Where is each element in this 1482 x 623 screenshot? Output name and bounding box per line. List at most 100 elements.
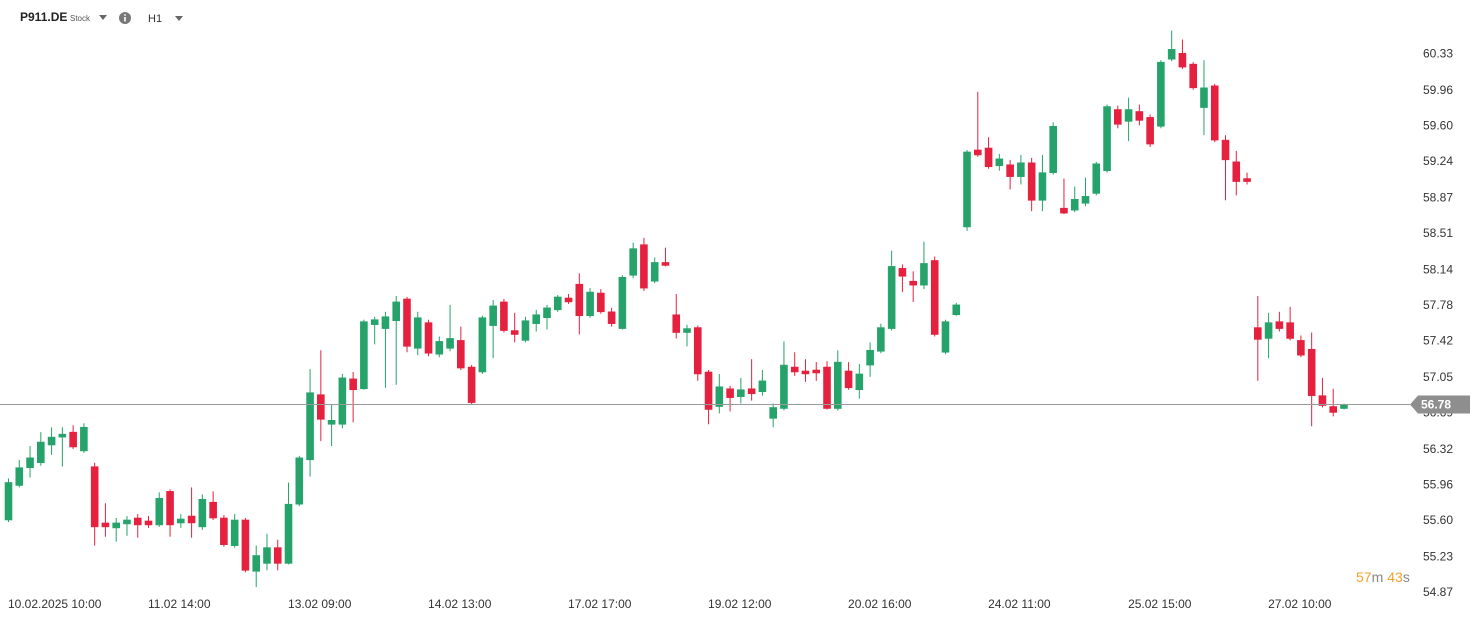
candle-body (144, 520, 153, 526)
candle-body (230, 519, 239, 546)
candle-body (1221, 139, 1230, 161)
candle-body (1318, 395, 1327, 406)
candle-body (564, 297, 573, 303)
last-price-box (1410, 395, 1470, 414)
candle-body (1189, 63, 1197, 89)
candle-body (273, 547, 282, 564)
candle-body (295, 457, 304, 505)
candle-body (887, 266, 896, 329)
candle-body (123, 519, 131, 525)
info-icon-stem (124, 17, 126, 22)
y-tick-label: 55.23 (1423, 550, 1453, 564)
candle-body (155, 497, 164, 526)
x-tick-label: 24.02 11:00 (988, 597, 1051, 611)
candle-body (586, 291, 594, 317)
candle-body (133, 517, 142, 526)
candle-body (1070, 199, 1079, 211)
candle-body (500, 301, 508, 331)
symbol-dropdown[interactable] (99, 15, 107, 20)
candle-body (941, 321, 950, 353)
candle-body (1146, 117, 1154, 145)
candle-body (1006, 164, 1014, 177)
countdown-seconds-unit: s (1403, 569, 1410, 585)
y-tick-label: 58.51 (1423, 226, 1453, 240)
countdown-minutes: 57 (1356, 569, 1372, 585)
y-tick-label: 54.87 (1423, 585, 1453, 599)
x-tick-label: 25.02 15:00 (1128, 597, 1192, 611)
candle-body (306, 392, 314, 461)
y-tick-label: 57.05 (1423, 370, 1453, 384)
candle-body (661, 262, 670, 266)
candle-body (510, 330, 519, 335)
candle-body (737, 389, 745, 397)
candle-body (392, 301, 401, 321)
candle-body (1297, 340, 1305, 356)
y-tick-label: 57.78 (1423, 298, 1453, 312)
candle-body (866, 349, 874, 366)
candle-body (1017, 162, 1025, 177)
candle-body (640, 244, 648, 289)
candle-body (952, 304, 961, 316)
candle-body (855, 373, 864, 391)
candle-body (833, 361, 842, 409)
candle-body (1232, 161, 1241, 182)
candle-body (1178, 52, 1187, 68)
candle-body (769, 407, 777, 419)
candle-body (963, 151, 971, 228)
candle-body (284, 503, 293, 564)
y-tick-label: 55.96 (1423, 478, 1453, 492)
candle-body (457, 340, 465, 369)
candle-body (973, 149, 982, 156)
candle-body (446, 338, 454, 349)
candle-body (90, 466, 99, 528)
y-tick-label: 58.14 (1423, 263, 1453, 277)
candle-body (1307, 348, 1316, 396)
candle-body (1210, 85, 1219, 141)
candle-body (370, 319, 379, 325)
candle-body (693, 327, 702, 375)
candle-body (198, 498, 207, 528)
candle-body (984, 147, 993, 168)
candle-body (607, 311, 616, 324)
candle-body (69, 431, 77, 448)
interval-dropdown[interactable] (175, 16, 183, 21)
candle-body (780, 364, 788, 409)
candle-body (844, 370, 853, 389)
candle-body (650, 262, 659, 282)
candle-body (338, 377, 347, 425)
candle-body (435, 341, 444, 355)
y-tick-label: 57.42 (1423, 334, 1453, 348)
candle-body (1200, 87, 1208, 108)
candle-body (1081, 196, 1090, 204)
candle-body (467, 366, 476, 403)
y-tick-label: 59.60 (1423, 118, 1453, 132)
countdown: 57m 43s (1356, 569, 1410, 585)
candle-body (263, 547, 271, 564)
candle-body (1275, 321, 1284, 329)
candle-body (521, 320, 530, 341)
candle-body (726, 388, 734, 398)
candle-body (532, 314, 541, 324)
y-tick-label: 60.33 (1423, 46, 1453, 60)
candle-body (715, 386, 724, 407)
candle-body (672, 314, 681, 333)
info-icon-dot (124, 14, 126, 16)
candle-body (747, 388, 756, 394)
candle-body (1038, 172, 1047, 201)
x-tick-label: 11.02 14:00 (148, 597, 211, 611)
interval[interactable]: H1 (148, 13, 162, 25)
candle-body (220, 517, 228, 545)
candle-body (543, 307, 551, 319)
candle-body (1114, 109, 1122, 125)
candle-body (618, 276, 627, 329)
candle-body (812, 369, 821, 374)
last-price-label: 56.78 (1421, 398, 1451, 412)
x-tick-label: 13.02 09:00 (288, 597, 352, 611)
candle-body (1124, 109, 1133, 122)
candle-body (80, 426, 88, 452)
candle-body (37, 441, 45, 464)
candle-body (403, 298, 411, 347)
candle-body (1340, 404, 1348, 409)
symbol[interactable]: P911.DE (20, 10, 67, 24)
